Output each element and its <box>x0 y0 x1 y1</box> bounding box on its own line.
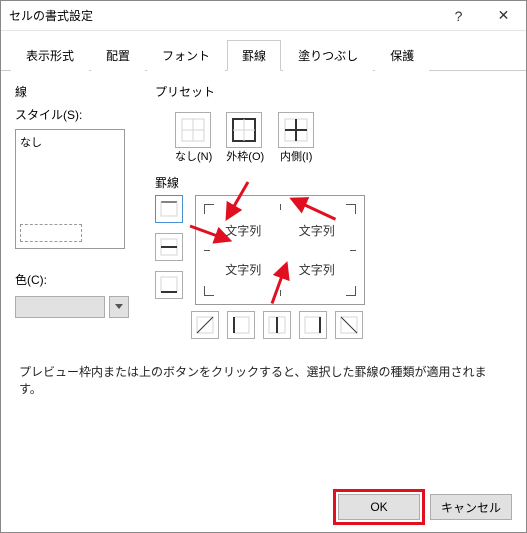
style-option-none[interactable]: なし <box>20 134 120 150</box>
tab-display-format[interactable]: 表示形式 <box>11 40 89 71</box>
border-right-button[interactable] <box>299 311 327 339</box>
preset-outline-button[interactable] <box>226 112 262 148</box>
border-bottom-button[interactable] <box>155 271 183 299</box>
preset-none-label: なし(N) <box>175 148 212 164</box>
border-preview[interactable]: 文字列 文字列 文字列 文字列 <box>195 195 365 305</box>
tab-fill[interactable]: 塗りつぶし <box>283 40 373 71</box>
preset-outline-label: 外枠(O) <box>226 148 264 164</box>
color-select[interactable] <box>15 296 105 318</box>
tick-mark-icon <box>280 290 281 296</box>
preview-inner: 文字列 文字列 文字列 文字列 <box>204 204 356 296</box>
help-button[interactable]: ? <box>436 1 481 31</box>
tab-content: 線 スタイル(S): なし 色(C): プリセット な <box>1 71 526 349</box>
border-left-icon <box>231 315 251 335</box>
border-diag-up-button[interactable] <box>191 311 219 339</box>
dialog-title: セルの書式設定 <box>9 7 436 24</box>
tick-mark-icon <box>280 204 281 210</box>
corner-mark-icon <box>204 204 214 214</box>
diag-up-icon <box>195 315 215 335</box>
preview-cell-text: 文字列 <box>299 261 335 278</box>
preset-inside: 内側(I) <box>278 112 314 164</box>
tab-strip: 表示形式 配置 フォント 罫線 塗りつぶし 保護 <box>1 31 526 71</box>
corner-mark-icon <box>346 286 356 296</box>
border-left-buttons <box>155 195 183 299</box>
border-vmid-button[interactable] <box>263 311 291 339</box>
color-picker <box>15 296 135 318</box>
border-hmid-icon <box>159 237 179 257</box>
line-panel: 線 スタイル(S): なし 色(C): <box>15 81 135 339</box>
preset-inside-button[interactable] <box>278 112 314 148</box>
hint-text: プレビュー枠内または上のボタンをクリックすると、選択した罫線の種類が適用されます… <box>1 349 526 397</box>
border-left-button[interactable] <box>227 311 255 339</box>
chevron-down-icon <box>115 304 123 310</box>
preview-cell-text: 文字列 <box>225 222 261 239</box>
titlebar: セルの書式設定 ? ✕ <box>1 1 526 31</box>
tab-alignment[interactable]: 配置 <box>91 40 145 71</box>
diag-down-icon <box>339 315 359 335</box>
preset-row: なし(N) 外枠(O) 内側(I) <box>175 112 512 164</box>
cancel-button[interactable]: キャンセル <box>430 494 512 520</box>
style-label: スタイル(S): <box>15 104 135 127</box>
preset-outline: 外枠(O) <box>226 112 264 164</box>
tick-mark-icon <box>204 250 210 251</box>
border-bottom-icon <box>159 275 179 295</box>
border-preview-column: 文字列 文字列 文字列 文字列 <box>191 195 365 339</box>
tab-protection[interactable]: 保護 <box>375 40 429 71</box>
tab-font[interactable]: フォント <box>147 40 225 71</box>
corner-mark-icon <box>204 286 214 296</box>
preset-outline-icon <box>231 117 257 143</box>
border-top-icon <box>159 199 179 219</box>
border-top-button[interactable] <box>155 195 183 223</box>
ok-button[interactable]: OK <box>338 494 420 520</box>
format-cells-dialog: セルの書式設定 ? ✕ 表示形式 配置 フォント 罫線 塗りつぶし 保護 線 ス… <box>0 0 527 533</box>
close-button[interactable]: ✕ <box>481 1 526 31</box>
corner-mark-icon <box>346 204 356 214</box>
border-hmid-button[interactable] <box>155 233 183 261</box>
preset-inside-icon <box>283 117 309 143</box>
tick-mark-icon <box>350 250 356 251</box>
border-bottom-buttons <box>191 311 365 339</box>
preview-cell-text: 文字列 <box>299 222 335 239</box>
color-dropdown-button[interactable] <box>109 296 129 318</box>
line-style-list[interactable]: なし <box>15 129 125 249</box>
preset-section-label: プリセット <box>155 81 512 104</box>
preset-none-icon <box>180 117 206 143</box>
preset-inside-label: 内側(I) <box>278 148 314 164</box>
border-section-label: 罫線 <box>155 172 512 195</box>
preset-none: なし(N) <box>175 112 212 164</box>
border-editor: 文字列 文字列 文字列 文字列 <box>155 195 512 339</box>
dialog-footer: OK キャンセル <box>338 494 512 520</box>
tab-border[interactable]: 罫線 <box>227 40 281 71</box>
color-label: 色(C): <box>15 269 135 292</box>
preset-none-button[interactable] <box>175 112 211 148</box>
style-option-dotted[interactable] <box>20 224 82 242</box>
line-section-label: 線 <box>15 81 135 104</box>
border-right-icon <box>303 315 323 335</box>
preview-cell-text: 文字列 <box>225 261 261 278</box>
border-diag-down-button[interactable] <box>335 311 363 339</box>
border-vmid-icon <box>267 315 287 335</box>
border-panel: プリセット なし(N) 外枠(O) <box>155 81 512 339</box>
